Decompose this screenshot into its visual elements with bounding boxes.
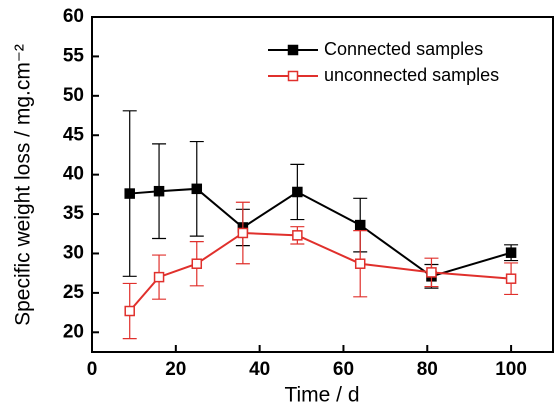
x-tick-label: 40 xyxy=(249,359,270,380)
y-tick-label: 20 xyxy=(63,321,84,342)
x-tick-label: 60 xyxy=(333,359,354,380)
x-tick-label: 0 xyxy=(87,359,98,380)
x-axis-label: Time / d xyxy=(284,384,359,407)
marker xyxy=(153,271,165,283)
marker xyxy=(124,188,135,199)
marker xyxy=(237,227,249,239)
y-tick-label: 40 xyxy=(63,164,84,185)
legend-marker xyxy=(287,70,299,82)
marker xyxy=(153,185,165,197)
legend-marker xyxy=(287,44,299,56)
y-tick-label: 25 xyxy=(63,282,85,303)
marker xyxy=(354,258,366,269)
y-tick-label: 35 xyxy=(63,203,85,224)
marker xyxy=(505,247,517,258)
marker xyxy=(292,230,303,241)
marker xyxy=(191,258,203,269)
plot-frame xyxy=(91,16,554,353)
legend-label: Connected samples xyxy=(324,39,483,59)
y-tick-label: 50 xyxy=(63,85,84,106)
marker xyxy=(191,183,203,195)
series-line xyxy=(129,187,512,278)
marker xyxy=(354,219,366,231)
y-tick-label: 55 xyxy=(63,45,85,66)
y-tick-label: 60 xyxy=(63,6,84,27)
marker xyxy=(505,273,517,284)
x-tick-label: 20 xyxy=(165,359,186,380)
marker xyxy=(292,186,303,198)
series-line xyxy=(128,231,512,312)
x-tick-label: 100 xyxy=(495,359,527,380)
y-tick-label: 45 xyxy=(63,124,85,145)
x-tick-label: 80 xyxy=(417,359,438,380)
marker xyxy=(124,305,135,317)
marker xyxy=(426,267,437,278)
legend-label: unconnected samples xyxy=(324,65,499,85)
y-tick-label: 30 xyxy=(63,242,84,263)
y-axis-label: Specific weight loss / mg.cm⁻² xyxy=(12,44,35,326)
